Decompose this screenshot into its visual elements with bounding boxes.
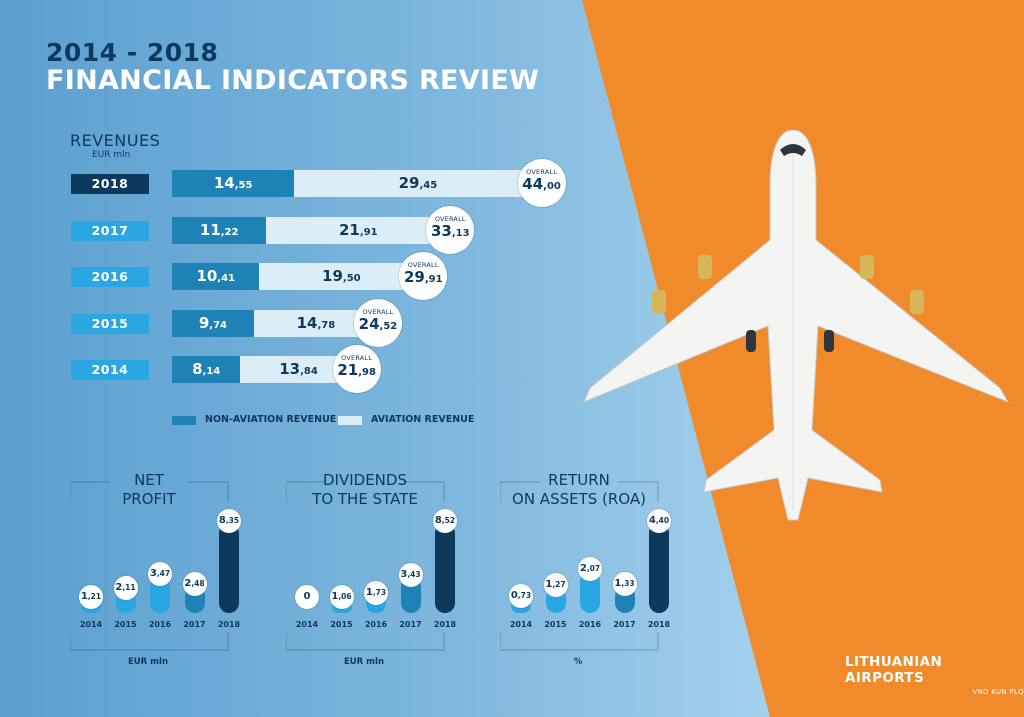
revenues-unit: EUR mln — [92, 150, 131, 160]
year-tick: 2015 — [330, 620, 353, 629]
panel-title-line: PROFIT — [122, 490, 176, 508]
airplane-image — [583, 130, 1010, 521]
overall-badge: OVERALL 29,91 — [399, 252, 448, 301]
year-tick: 2017 — [399, 620, 422, 629]
bar-non-aviation: 14,55 — [172, 170, 295, 197]
page-title: 2014 - 2018 FINANCIAL INDICATORS REVIEW — [46, 38, 540, 96]
overall-label: OVERALL — [407, 261, 439, 270]
year-tick: 2016 — [364, 620, 388, 629]
overall-badge: OVERALL 44,00 — [517, 159, 566, 207]
revenues-title: REVENUES — [70, 131, 161, 150]
panel-bar — [219, 523, 239, 613]
year-tick: 2014 — [295, 620, 319, 629]
value-bubble: 0 — [295, 585, 319, 609]
legend-swatch — [172, 416, 196, 425]
year-tick: 2017 — [183, 620, 206, 629]
panel-bar — [435, 523, 455, 613]
bar-non-aviation: 9,74 — [172, 309, 254, 337]
title-main: FINANCIAL INDICATORS REVIEW — [46, 64, 540, 96]
overall-label: OVERALL — [526, 168, 558, 176]
panel-frame — [286, 481, 445, 651]
year-tick: 2017 — [613, 620, 636, 629]
year-tick: 2014 — [79, 620, 103, 629]
panel-unit: % — [573, 657, 583, 667]
year-tick: 2014 — [509, 620, 533, 629]
value-bubble: 2,07 — [578, 556, 602, 581]
overall-value: 33,13 — [430, 221, 470, 240]
year-label: 2014 — [71, 360, 149, 381]
panel-title: NET PROFIT — [80, 471, 218, 509]
overall-label: OVERALL — [362, 307, 394, 316]
value-bubble: 1,27 — [543, 573, 568, 598]
panel-title-line: TO THE STATE — [312, 490, 418, 508]
overall-value: 44,00 — [522, 175, 561, 193]
bar-non-aviation: 8,14 — [172, 356, 241, 384]
panel-bar — [580, 570, 600, 613]
overall-badge: OVERALL 33,13 — [426, 205, 475, 254]
year-tick: 2018 — [217, 620, 241, 629]
bar-non-aviation: 10,41 — [172, 263, 260, 291]
value-bubble: 1,21 — [79, 585, 103, 609]
year-tick: 2015 — [544, 620, 567, 629]
company-logo: LITHUANIAN AIRPORTS VNO KUN PLQ — [845, 654, 1024, 696]
value-bubble: 1,33 — [612, 571, 637, 596]
value-bubble: 8,35 — [217, 509, 241, 533]
value-bubble: 3,47 — [148, 561, 172, 586]
year-label: 2017 — [71, 220, 149, 241]
panel-frame — [500, 481, 659, 651]
panel-title: DIVIDENDS TO THE STATE — [296, 471, 434, 509]
value-bubble: 3,43 — [398, 562, 423, 587]
legend-swatch — [338, 416, 362, 425]
value-bubble: 4,40 — [647, 509, 671, 533]
panel-unit: EUR mln — [343, 657, 385, 667]
year-tick: 2016 — [578, 620, 602, 629]
bar-non-aviation: 11,22 — [172, 216, 267, 244]
overall-value: 24,52 — [358, 314, 398, 333]
year-tick: 2015 — [114, 620, 137, 629]
panel-frame — [70, 481, 229, 651]
panel-title-line: DIVIDENDS — [323, 471, 407, 489]
value-bubble: 1,73 — [364, 580, 388, 605]
year-tick: 2016 — [148, 620, 172, 629]
panel-title: RETURN ON ASSETS (ROA) — [510, 471, 648, 509]
title-years: 2014 - 2018 — [46, 38, 219, 67]
overall-label: OVERALL — [434, 214, 466, 223]
panel-unit: EUR mln — [127, 657, 169, 667]
year-label: 2018 — [71, 174, 149, 194]
overall-value: 21,98 — [337, 361, 376, 380]
logo-name: LITHUANIAN AIRPORTS — [845, 654, 943, 686]
legend-label: AVIATION REVENUE — [371, 414, 475, 425]
value-bubble: 2,48 — [182, 572, 207, 597]
overall-badge: OVERALL 24,52 — [353, 298, 402, 347]
overall-badge: OVERALL 21,98 — [332, 345, 381, 394]
year-tick: 2018 — [433, 620, 457, 629]
year-label: 2016 — [71, 267, 149, 288]
panel-title-line: ON ASSETS (ROA) — [512, 490, 646, 508]
overall-value: 29,91 — [403, 268, 443, 287]
bar-aviation: 29,45 — [294, 170, 542, 197]
panel-title-line: RETURN — [548, 471, 610, 489]
panel-bar — [649, 523, 669, 613]
year-label: 2015 — [71, 313, 149, 334]
panel-title-line: NET — [134, 471, 164, 489]
year-tick: 2018 — [647, 620, 671, 629]
bar-aviation: 19,50 — [259, 263, 424, 291]
value-bubble: 8,52 — [433, 509, 457, 533]
legend-label: NON-AVIATION REVENUE — [205, 414, 337, 425]
overall-label: OVERALL — [341, 354, 373, 363]
bar-aviation: 21,91 — [266, 216, 451, 244]
value-bubble: 0,73 — [509, 584, 533, 609]
value-bubble: 1,06 — [329, 585, 354, 609]
logo-codes: VNO KUN PLQ — [972, 688, 1024, 696]
value-bubble: 2,11 — [113, 576, 138, 601]
